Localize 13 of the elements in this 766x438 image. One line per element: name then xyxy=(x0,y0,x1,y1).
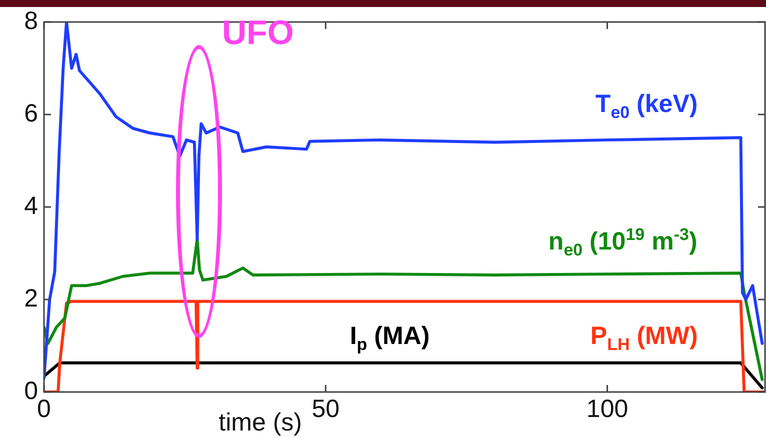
x-axis-title: time (s) xyxy=(218,408,302,436)
series-label: I$_{p}$ (MA) xyxy=(350,322,430,354)
y-tick-label: 6 xyxy=(24,99,38,128)
series-label: P$_{LH}$ (MW) xyxy=(590,322,698,354)
y-tick-label: 4 xyxy=(24,192,38,220)
y-tick-label: 0 xyxy=(24,376,38,405)
series-label: n$_{e0}$ (10$^{19}$ m$^{-3}$) xyxy=(548,224,698,260)
y-tick-label: 2 xyxy=(24,284,38,312)
y-tick-label: 8 xyxy=(24,6,38,35)
x-tick-label: 50 xyxy=(312,394,340,423)
annotation: UFO xyxy=(222,14,294,52)
x-tick-label: 100 xyxy=(586,394,628,423)
series-label: T$_{e0}$ (keV) xyxy=(595,90,698,122)
